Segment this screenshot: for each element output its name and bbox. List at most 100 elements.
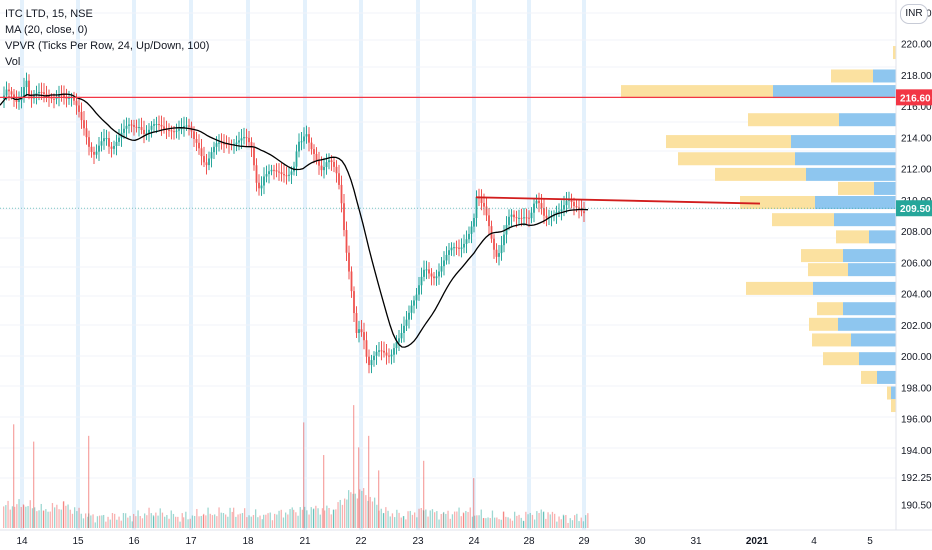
- candle-body: [500, 245, 503, 254]
- volume-bar: [456, 511, 458, 528]
- volume-profile-row: [666, 135, 791, 149]
- candle-body: [65, 97, 68, 99]
- volume-bar: [139, 515, 141, 528]
- candle-body: [325, 162, 328, 167]
- volume-bar: [179, 521, 181, 528]
- candle-body: [283, 174, 285, 176]
- volume-bar: [259, 515, 261, 528]
- volume-bar: [183, 517, 185, 528]
- volume-bar: [324, 510, 326, 528]
- price-tick-label: 202.00: [901, 321, 932, 332]
- volume-bar: [482, 518, 485, 528]
- candle-body: [185, 125, 188, 127]
- candle-body: [50, 97, 53, 99]
- volume-bar: [312, 509, 315, 528]
- candle-body: [175, 130, 178, 132]
- volume-bar: [540, 509, 542, 528]
- volume-bar: [567, 522, 569, 528]
- volume-bar: [420, 507, 422, 528]
- candle-body: [265, 174, 268, 177]
- candle-body: [8, 89, 10, 92]
- volume-bar: [170, 510, 172, 528]
- volume-bar: [332, 509, 335, 528]
- volume-profile-row: [893, 46, 896, 60]
- candle-body: [25, 80, 28, 88]
- candle-body: [360, 329, 363, 333]
- legend-symbol[interactable]: ITC LTD, 15, NSE: [5, 8, 93, 20]
- volume-bar: [90, 515, 92, 528]
- candle-body: [213, 146, 215, 153]
- volume-bar: [469, 507, 471, 528]
- volume-bar: [440, 514, 442, 528]
- volume-bar: [33, 441, 35, 528]
- candle-body: [115, 141, 118, 146]
- volume-bar: [285, 512, 287, 528]
- candle-body: [138, 127, 140, 129]
- price-tick-label: 212.00: [901, 165, 932, 176]
- volume-bar: [425, 509, 427, 528]
- time-tick-label: 16: [128, 536, 140, 547]
- volume-profile-row: [873, 69, 896, 83]
- current-price-tag[interactable]: [896, 200, 932, 217]
- legend-vol[interactable]: Vol: [5, 56, 21, 68]
- candle-body: [445, 254, 448, 261]
- volume-bar: [467, 512, 469, 528]
- volume-bar: [339, 499, 341, 528]
- volume-bar: [161, 512, 164, 528]
- volume-profile-row: [851, 333, 896, 347]
- volume-bar: [483, 517, 485, 528]
- volume-bar: [297, 515, 299, 528]
- volume-bar: [418, 508, 420, 528]
- volume-bar: [211, 515, 214, 528]
- volume-profile-row: [891, 386, 896, 400]
- volume-bar: [5, 505, 7, 528]
- candle-body: [125, 125, 128, 129]
- candle-body: [583, 211, 585, 214]
- volume-bar: [181, 513, 183, 528]
- volume-bar: [16, 504, 18, 528]
- volume-bar: [531, 514, 534, 528]
- price-tick-label: 214.00: [901, 133, 932, 144]
- volume-bar: [549, 514, 551, 528]
- candle-body: [365, 340, 368, 357]
- candle-body: [375, 351, 378, 356]
- volume-bar: [545, 518, 547, 528]
- candle-body: [308, 134, 310, 143]
- volume-bar: [71, 513, 74, 528]
- resistance-price-tag[interactable]: [896, 89, 932, 106]
- volume-bar: [438, 519, 440, 528]
- candle-body: [198, 142, 200, 149]
- candle-body: [40, 91, 43, 93]
- session-band: [359, 0, 363, 530]
- volume-bar: [111, 513, 114, 528]
- volume-bar: [585, 515, 587, 528]
- candle-body: [538, 200, 540, 204]
- candle-body: [368, 356, 370, 366]
- volume-bar: [205, 515, 207, 528]
- volume-bar: [216, 516, 218, 528]
- legend-ma[interactable]: MA (20, close, 0): [5, 24, 88, 36]
- volume-bar: [491, 510, 494, 528]
- volume-bar: [565, 514, 567, 528]
- volume-bar: [587, 513, 589, 528]
- currency-badge[interactable]: INR: [900, 4, 928, 24]
- volume-bar: [248, 515, 250, 528]
- legend-vpvr[interactable]: VPVR (Ticks Per Row, 24, Up/Down, 100): [5, 40, 210, 52]
- volume-profile-row: [848, 263, 896, 277]
- volume-bar: [11, 506, 14, 528]
- candle-body: [443, 260, 445, 267]
- volume-bar: [522, 520, 525, 528]
- volume-bar: [301, 509, 304, 528]
- trend-line[interactable]: [475, 196, 761, 205]
- volume-bar: [523, 521, 525, 528]
- volume-bar: [402, 516, 405, 528]
- candle-body: [310, 142, 313, 150]
- volume-bar: [74, 507, 76, 528]
- volume-bar: [394, 517, 396, 528]
- volume-bar: [271, 520, 274, 528]
- candle-body: [340, 184, 343, 204]
- price-tick-label: 198.00: [901, 383, 932, 394]
- candle-body: [158, 124, 160, 126]
